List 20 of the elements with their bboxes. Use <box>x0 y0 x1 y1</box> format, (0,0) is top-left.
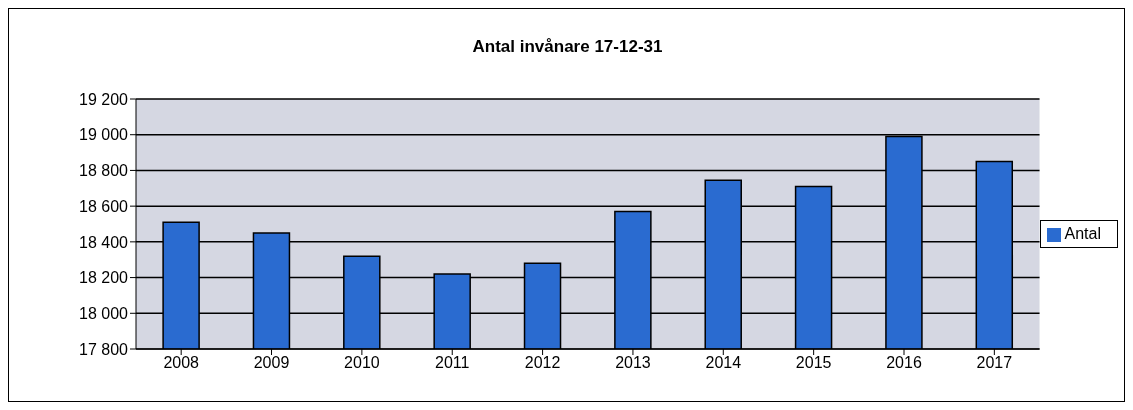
y-tick-label: 18 000 <box>79 304 129 322</box>
y-tick-label: 19 000 <box>79 126 129 144</box>
x-tick-label: 2017 <box>976 354 1013 372</box>
y-tick-label: 18 800 <box>79 162 129 180</box>
y-tick-label: 18 600 <box>79 197 129 215</box>
x-tick-label: 2010 <box>344 354 380 372</box>
x-tick-label: 2014 <box>705 354 742 372</box>
x-tick-label: 2016 <box>886 354 922 372</box>
y-tick-label: 17 800 <box>79 340 129 358</box>
legend-label: Antal <box>1064 225 1101 242</box>
x-tick-label: 2009 <box>253 354 290 372</box>
y-tick-label: 19 200 <box>79 90 129 108</box>
x-tick-label: 2008 <box>163 354 200 372</box>
chart-title: Antal invånare 17-12-31 <box>471 37 664 57</box>
x-tick-label: 2012 <box>524 354 561 372</box>
y-tick-label: 18 400 <box>79 233 129 251</box>
x-tick-label: 2015 <box>795 354 832 372</box>
x-tick-label: 2011 <box>435 354 470 372</box>
x-tick-label: 2013 <box>615 354 651 372</box>
y-tick-label: 18 200 <box>79 269 129 287</box>
